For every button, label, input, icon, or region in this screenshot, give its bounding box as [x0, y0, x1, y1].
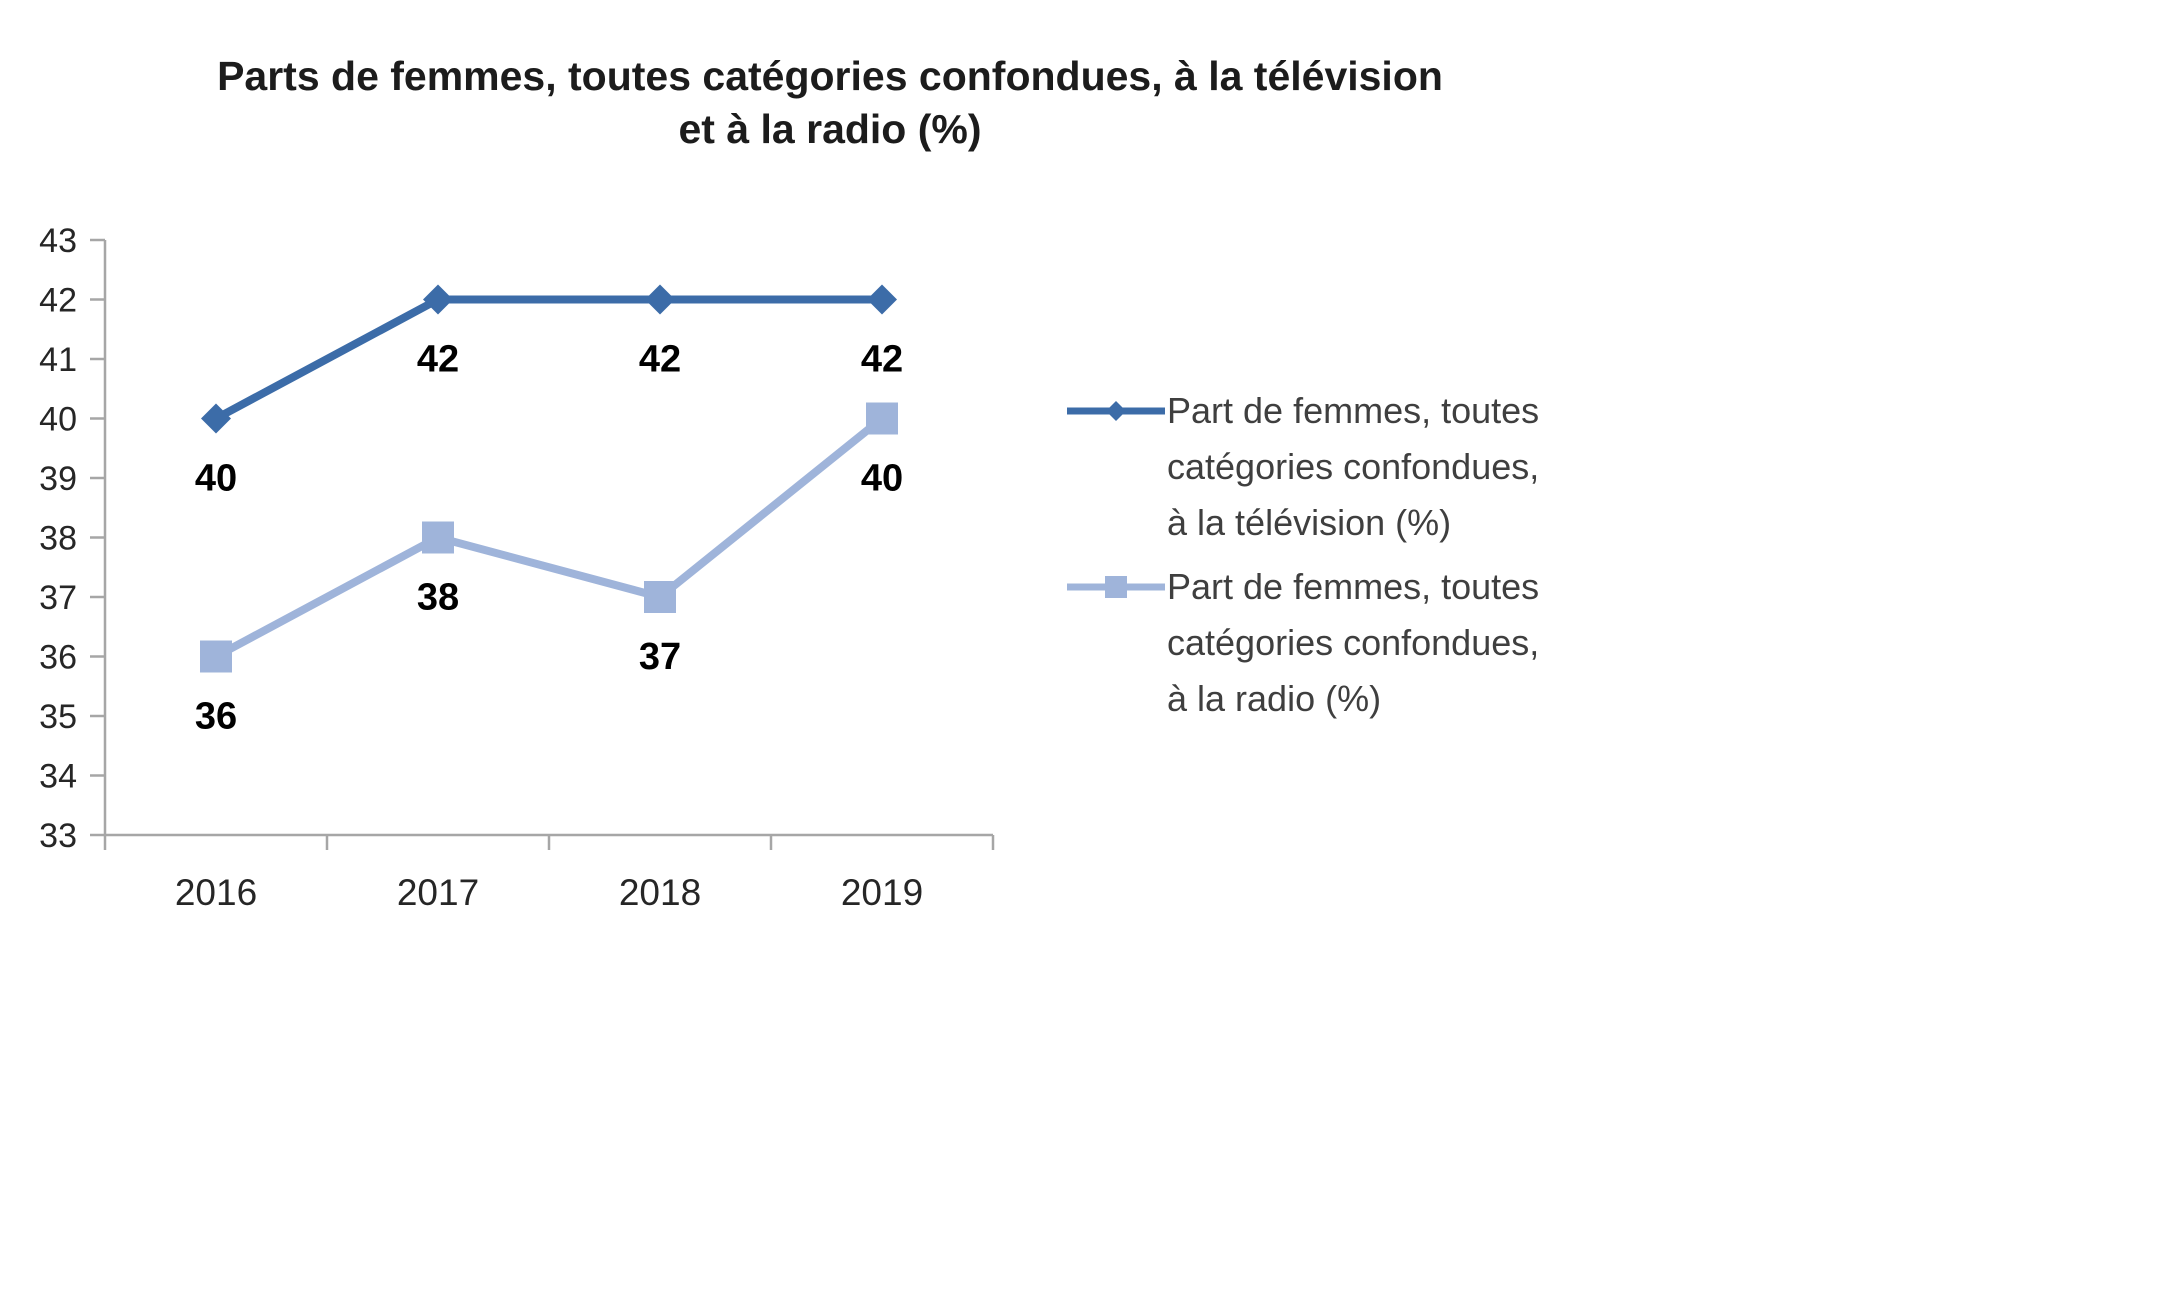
legend-item-radio: Part de femmes, toutes catégories confon… [1065, 559, 1585, 727]
chart-legend: Part de femmes, toutes catégories confon… [1065, 383, 1585, 735]
data-label: 42 [417, 339, 459, 381]
x-category-label: 2017 [397, 872, 479, 913]
x-category-label: 2018 [619, 872, 701, 913]
y-tick-label: 33 [39, 817, 77, 855]
diamond-marker-icon [201, 403, 231, 434]
legend-item-television: Part de femmes, toutes catégories confon… [1065, 383, 1585, 551]
chart-title-line2: et à la radio (%) [678, 106, 982, 153]
data-label: 38 [417, 577, 459, 619]
y-tick-label: 35 [39, 698, 77, 736]
legend-label-radio: Part de femmes, toutes catégories confon… [1167, 566, 1540, 719]
television-series-legend-marker-icon [1067, 401, 1165, 421]
y-tick-label: 38 [39, 520, 77, 558]
data-label: 37 [639, 636, 681, 678]
data-label: 40 [861, 458, 903, 500]
y-tick-label: 39 [39, 460, 77, 498]
y-tick-label: 40 [39, 401, 77, 439]
data-label: 40 [195, 458, 237, 500]
data-label: 36 [195, 696, 237, 738]
y-tick-label: 43 [39, 222, 77, 260]
chart-title-line1: Parts de femmes, toutes catégories confo… [217, 53, 1443, 99]
axes: 33 34 35 36 37 38 39 40 41 42 43 2016 2017 2018 2019 [39, 222, 995, 913]
diamond-marker-icon [645, 284, 675, 315]
diamond-marker-icon [867, 284, 897, 315]
series-line [214, 415, 885, 661]
x-category-label: 2019 [841, 872, 923, 913]
series-line [214, 295, 882, 423]
legend-label-television: Part de femmes, toutes catégories confon… [1167, 390, 1540, 543]
y-tick-label: 34 [39, 758, 77, 796]
x-category-label: 2016 [175, 872, 257, 913]
series-0: 40 42 42 42 [195, 284, 903, 500]
y-tick-label: 37 [39, 579, 77, 617]
chart-title: Parts de femmes, toutes catégories confo… [130, 50, 1530, 157]
diamond-marker-icon [1106, 401, 1126, 421]
series-1: 36 38 37 40 [195, 402, 903, 738]
square-marker-icon [200, 640, 232, 673]
square-marker-icon [866, 402, 898, 435]
square-marker-icon [644, 581, 676, 613]
square-marker-icon [422, 521, 454, 554]
diamond-marker-icon [423, 284, 453, 315]
y-tick-label: 41 [39, 341, 77, 379]
y-tick-label: 36 [39, 639, 77, 677]
data-label: 42 [861, 339, 903, 381]
data-label: 42 [639, 339, 681, 381]
radio-series-legend-marker-icon [1067, 576, 1165, 598]
y-tick-label: 42 [39, 282, 77, 320]
square-marker-icon [1105, 576, 1127, 598]
